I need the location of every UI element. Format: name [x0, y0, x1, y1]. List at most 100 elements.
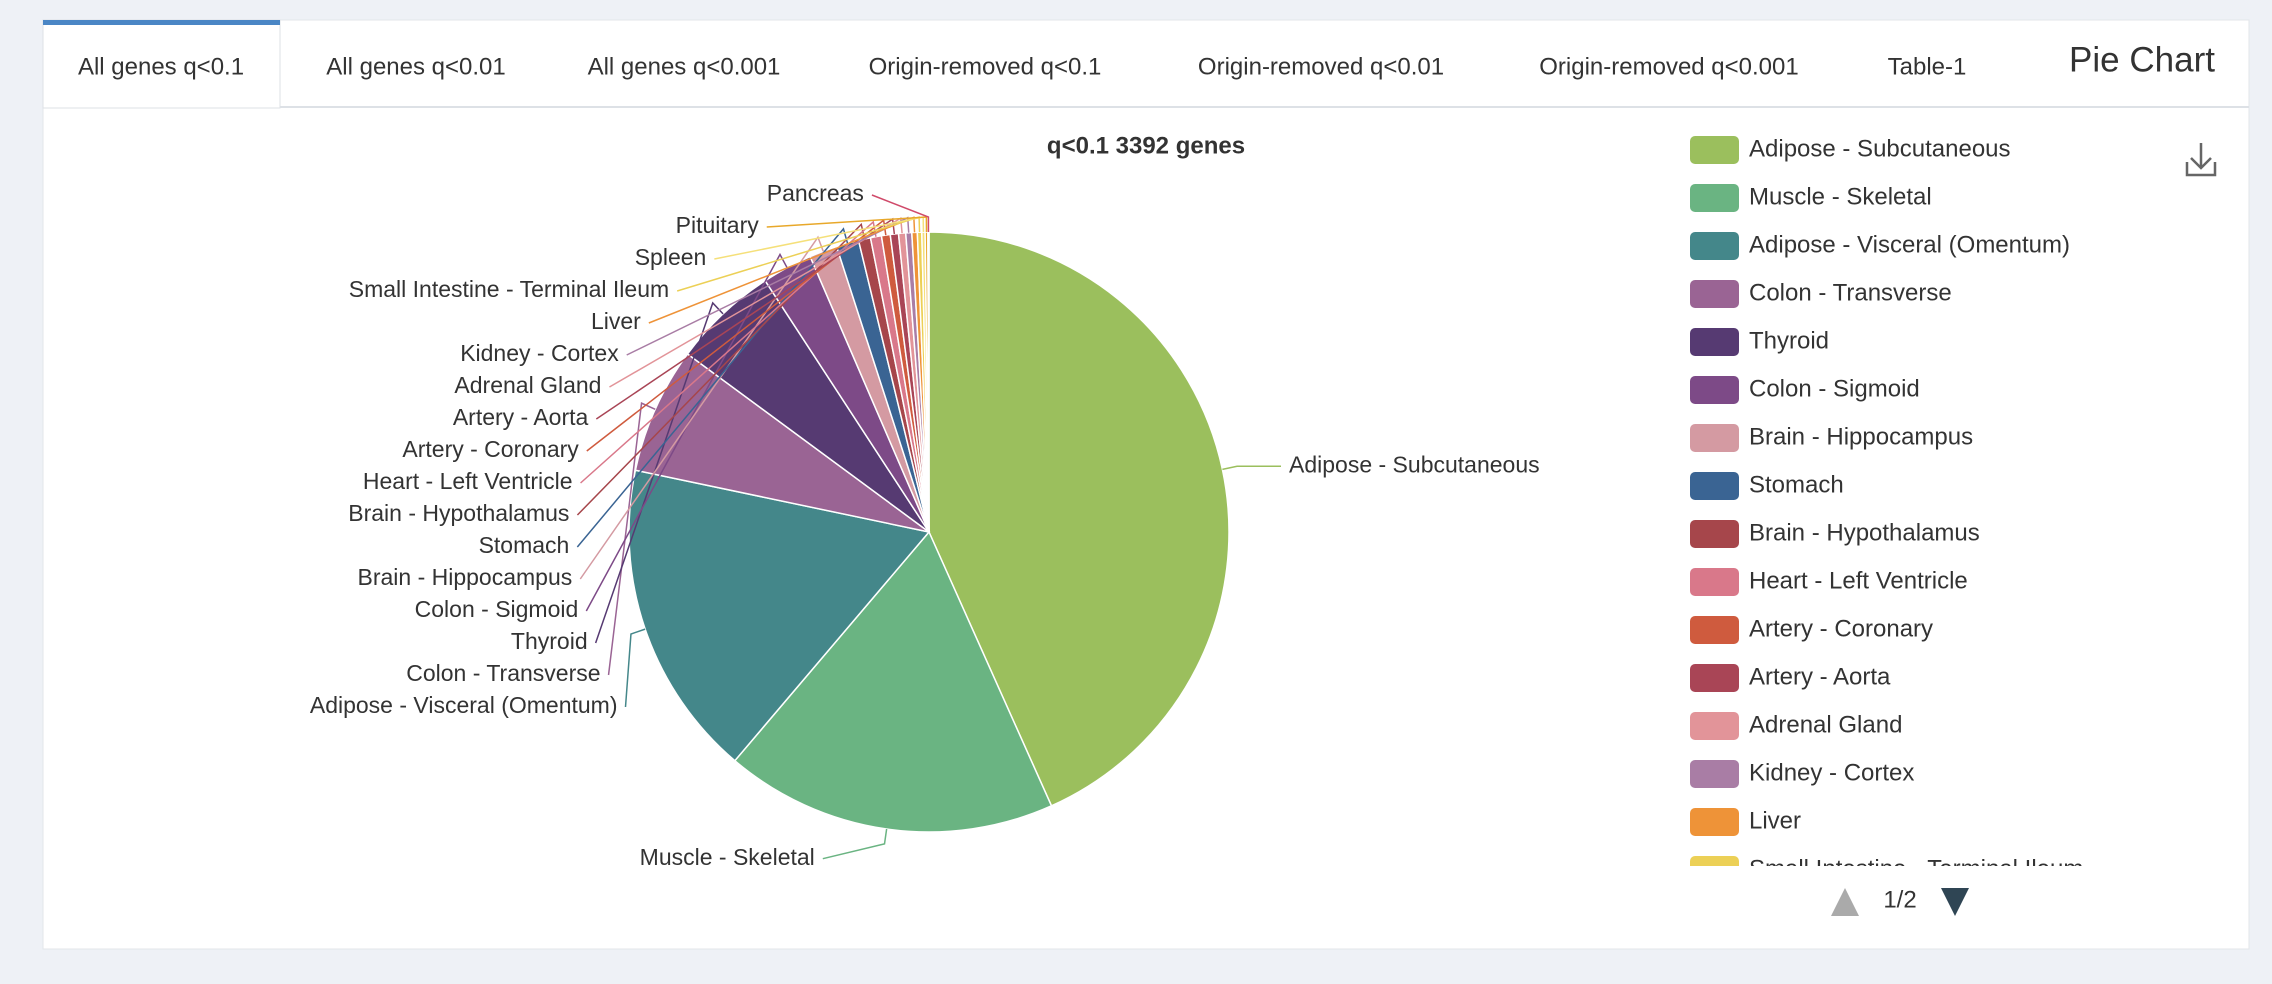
legend-item[interactable]: Kidney - Cortex [1690, 759, 1914, 788]
legend-item[interactable]: Artery - Aorta [1690, 663, 1891, 692]
legend-swatch [1690, 184, 1739, 212]
tab-label[interactable]: All genes q<0.001 [588, 53, 781, 80]
legend-label: Colon - Transverse [1749, 279, 1952, 306]
legend-item[interactable]: Heart - Left Ventricle [1690, 567, 1968, 596]
label-leader [607, 402, 656, 676]
legend-swatch [1690, 280, 1739, 308]
legend-swatch [1690, 376, 1739, 404]
legend-swatch [1690, 232, 1739, 260]
slice-label: Thyroid [511, 628, 588, 654]
heading: Pie Chart [2069, 40, 2215, 79]
active-tab-indicator [43, 20, 280, 25]
legend-item[interactable]: Muscle - Skeletal [1690, 183, 1932, 212]
legend-swatch [1690, 616, 1739, 644]
slice-label: Brain - Hypothalamus [348, 500, 569, 526]
slice-label: Muscle - Skeletal [640, 844, 815, 870]
legend: Adipose - Subcutaneous Muscle - Skeletal A… [1690, 135, 2083, 980]
legend-swatch [1690, 952, 1739, 980]
legend-swatch [1690, 712, 1739, 740]
legend-swatch [1690, 424, 1739, 452]
legend-swatch [1690, 136, 1739, 164]
slice-label: Artery - Aorta [453, 404, 589, 430]
legend-item[interactable]: Brain - Hippocampus [1690, 423, 1973, 452]
slice-label: Liver [591, 308, 641, 334]
legend-swatch [1690, 808, 1739, 836]
label-leader [624, 628, 646, 708]
legend-item[interactable]: Adipose - Visceral (Omentum) [1690, 231, 2070, 260]
legend-item[interactable]: Colon - Transverse [1690, 279, 1952, 308]
slice-label: Spleen [635, 244, 707, 270]
legend-item[interactable]: Pituitary [1690, 951, 1836, 980]
legend-label: Kidney - Cortex [1749, 759, 1914, 786]
legend-label: Brain - Hypothalamus [1749, 519, 1980, 546]
slice-label: Brain - Hippocampus [357, 564, 572, 590]
tab-label[interactable]: All genes q<0.01 [326, 53, 505, 80]
legend-swatch [1690, 856, 1739, 866]
legend-swatch [1690, 664, 1739, 692]
label-leader [766, 216, 928, 233]
chart-title: q<0.1 3392 genes [1047, 132, 1245, 159]
legend-swatch [1690, 328, 1739, 356]
legend-swatch [1690, 568, 1739, 596]
legend-item[interactable]: Adipose - Subcutaneous [1690, 135, 2011, 164]
legend-label: Liver [1749, 807, 1801, 834]
tab-label[interactable]: Origin-removed q<0.01 [1198, 53, 1444, 80]
legend-item[interactable]: Stomach [1690, 471, 1844, 500]
slice-label: Colon - Sigmoid [415, 596, 579, 622]
legend-item[interactable]: Adrenal Gland [1690, 711, 1902, 740]
legend-label: Artery - Coronary [1749, 615, 1933, 642]
legend-page-indicator: 1/2 [1883, 886, 1916, 913]
pie-slice [928, 231, 1230, 807]
pie-slice [733, 530, 1053, 833]
legend-item[interactable]: Thyroid [1690, 327, 1829, 356]
download-glyph [2185, 143, 2217, 177]
legend-label: Thyroid [1749, 327, 1829, 354]
legend-label: Small Intestine - Terminal Ileum [1749, 855, 2083, 882]
legend-label: Adrenal Gland [1749, 711, 1902, 738]
label-leader [576, 227, 849, 548]
slice-label: Adrenal Gland [454, 372, 601, 398]
legend-label: Pituitary [1749, 951, 1836, 978]
legend-label: Adipose - Subcutaneous [1749, 135, 2011, 162]
label-leader [822, 828, 888, 860]
tab-label[interactable]: All genes q<0.1 [78, 53, 244, 80]
legend-label: Muscle - Skeletal [1749, 183, 1932, 210]
slice-label: Kidney - Cortex [460, 340, 619, 366]
legend-label: Heart - Left Ventricle [1749, 567, 1968, 594]
tab-label[interactable]: Origin-removed q<0.001 [1539, 53, 1798, 80]
legend-item[interactable]: Colon - Sigmoid [1690, 375, 1920, 404]
legend-item[interactable]: Artery - Coronary [1690, 615, 1933, 644]
legend-item[interactable]: Liver [1690, 807, 1801, 836]
slice-label: Pituitary [676, 212, 760, 238]
label-leader [871, 194, 930, 233]
legend-page-next[interactable] [1941, 888, 1969, 916]
label-leader [1222, 465, 1281, 471]
legend-swatch [1690, 520, 1739, 548]
legend-label: Adipose - Visceral (Omentum) [1749, 231, 2070, 258]
legend-page-prev[interactable] [1831, 888, 1859, 916]
tab-label[interactable]: Origin-removed q<0.1 [869, 53, 1102, 80]
legend-item[interactable]: Small Intestine - Terminal Ileum [1690, 855, 2083, 884]
tab-label[interactable]: Table-1 [1888, 53, 1967, 80]
slice-label: Artery - Coronary [402, 436, 579, 462]
legend-label: Artery - Aorta [1749, 663, 1891, 690]
pie-slice [634, 352, 930, 533]
legend-item[interactable]: Brain - Hypothalamus [1690, 519, 1980, 548]
slice-label: Adipose - Visceral (Omentum) [310, 692, 618, 718]
slice-label: Pancreas [767, 180, 864, 206]
legend-swatch [1690, 472, 1739, 500]
legend-swatch [1690, 760, 1739, 788]
legend-label: Colon - Sigmoid [1749, 375, 1920, 402]
slice-label: Colon - Transverse [406, 660, 600, 686]
slice-label: Small Intestine - Terminal Ileum [349, 276, 669, 302]
active-tab [42, 19, 281, 109]
download-icon[interactable] [2185, 143, 2217, 177]
slice-label: Adipose - Subcutaneous [1289, 451, 1540, 477]
legend-label: Stomach [1749, 471, 1844, 498]
pie-slice [628, 469, 931, 762]
label-leader [585, 252, 788, 612]
slice-label: Stomach [479, 532, 570, 558]
slice-label: Heart - Left Ventricle [363, 468, 573, 494]
legend-label: Brain - Hippocampus [1749, 423, 1973, 450]
